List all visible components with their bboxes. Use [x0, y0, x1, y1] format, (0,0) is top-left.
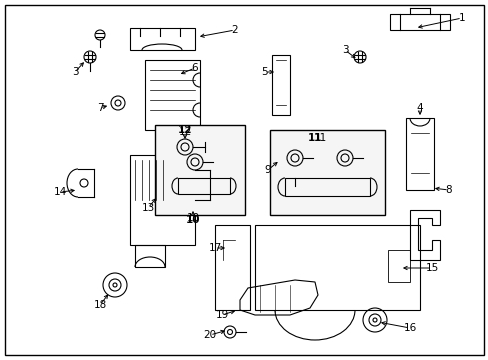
- Text: 20: 20: [203, 330, 216, 340]
- Text: 4: 4: [416, 103, 423, 113]
- Text: 14: 14: [53, 187, 66, 197]
- Text: 1: 1: [458, 13, 465, 23]
- Text: 11: 11: [307, 133, 322, 143]
- Text: 12: 12: [178, 127, 191, 137]
- Text: 19: 19: [215, 310, 228, 320]
- Bar: [387, 250, 409, 282]
- Text: 16: 16: [403, 323, 416, 333]
- Bar: [135, 245, 164, 267]
- Bar: [130, 155, 195, 245]
- Text: 2: 2: [231, 25, 238, 35]
- Bar: [269, 130, 384, 215]
- Text: 10: 10: [186, 213, 199, 223]
- Text: 11: 11: [313, 133, 326, 143]
- Text: 6: 6: [191, 63, 198, 73]
- Text: 18: 18: [93, 300, 106, 310]
- Bar: [215, 225, 249, 310]
- Text: 13: 13: [141, 203, 154, 213]
- Bar: [145, 60, 200, 130]
- Text: 8: 8: [445, 185, 451, 195]
- Text: 12: 12: [177, 125, 192, 135]
- Text: 3: 3: [341, 45, 347, 55]
- Text: 9: 9: [264, 165, 271, 175]
- Bar: [178, 178, 229, 194]
- Text: 15: 15: [425, 263, 438, 273]
- Text: 10: 10: [185, 215, 200, 225]
- Bar: [155, 125, 244, 215]
- Bar: [271, 55, 289, 115]
- Bar: [285, 178, 369, 196]
- Text: 7: 7: [97, 103, 103, 113]
- Text: 17: 17: [208, 243, 221, 253]
- Bar: [254, 225, 419, 310]
- Text: 3: 3: [72, 67, 78, 77]
- Bar: [405, 118, 433, 190]
- Text: 5: 5: [261, 67, 268, 77]
